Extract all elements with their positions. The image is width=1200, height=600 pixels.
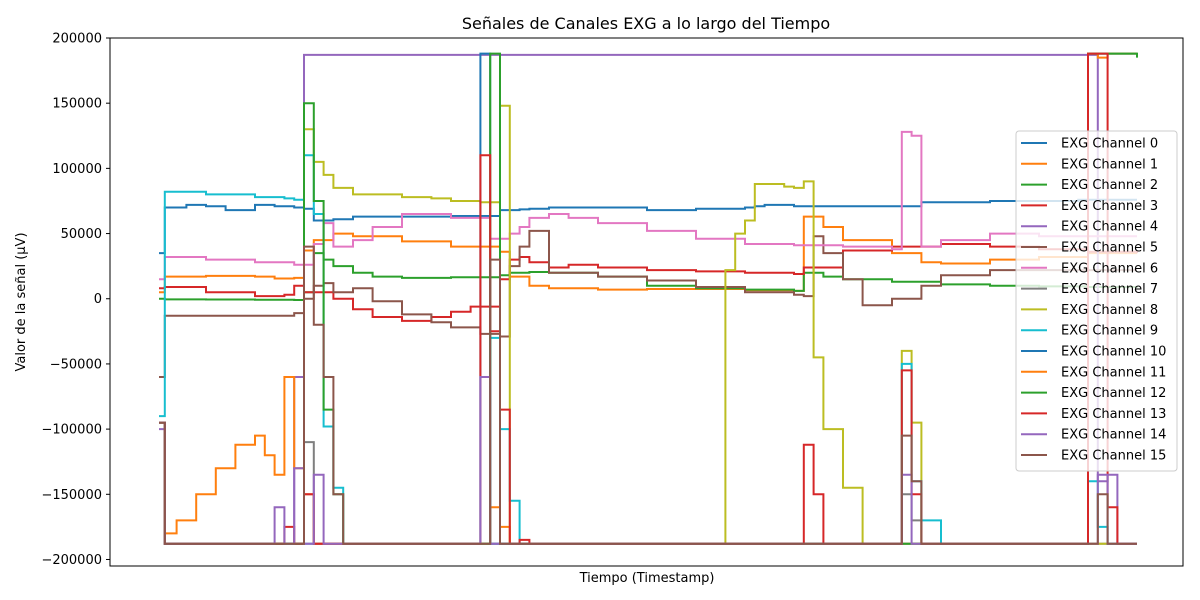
legend-label: EXG Channel 1 [1061, 157, 1158, 172]
legend-label: EXG Channel 11 [1061, 365, 1166, 380]
legend-label: EXG Channel 14 [1061, 428, 1166, 443]
legend-label: EXG Channel 9 [1061, 324, 1158, 339]
legend-label: EXG Channel 6 [1061, 261, 1158, 276]
y-tick-label: −150000 [41, 488, 102, 503]
legend-box [1015, 130, 1178, 472]
series-line-exg-channel-1 [159, 215, 1137, 294]
legend-label: EXG Channel 2 [1061, 178, 1158, 193]
y-tick-label: 200000 [52, 32, 102, 47]
y-tick-label: −50000 [50, 357, 102, 372]
y-tick-label: 150000 [52, 97, 102, 112]
legend-label: EXG Channel 7 [1061, 282, 1158, 297]
series-line-exg-channel-0 [159, 198, 1137, 255]
y-tick-label: 0 [94, 292, 102, 307]
axes-frame [109, 37, 1184, 567]
legend-label: EXG Channel 4 [1061, 220, 1158, 235]
series-line-exg-channel-15 [159, 245, 1137, 545]
y-axis-label: Valor de la señal (µV) [14, 232, 29, 371]
legend-label: EXG Channel 5 [1061, 241, 1158, 256]
chart-title: Señales de Canales EXG a lo largo del Ti… [462, 14, 830, 33]
legend-label: EXG Channel 10 [1061, 345, 1166, 360]
y-tick-label: 100000 [52, 162, 102, 177]
legend-label: EXG Channel 12 [1061, 386, 1166, 401]
legend-label: EXG Channel 3 [1061, 199, 1158, 214]
legend-label: EXG Channel 8 [1061, 303, 1158, 318]
legend-label: EXG Channel 13 [1061, 407, 1166, 422]
x-axis-label: Tiempo (Timestamp) [579, 571, 715, 586]
y-axis: −200000 −150000 −100000 −50000 0 50000 100000 1… [41, 32, 110, 568]
y-tick-label: −200000 [41, 553, 102, 568]
legend: EXG Channel 0 EXG Channel 1 EXG Channel 2 E… [1015, 130, 1178, 472]
legend-label: EXG Channel 15 [1061, 449, 1166, 464]
y-tick-label: −100000 [41, 423, 102, 438]
legend-label: EXG Channel 0 [1061, 137, 1158, 152]
y-tick-label: 50000 [61, 227, 102, 242]
